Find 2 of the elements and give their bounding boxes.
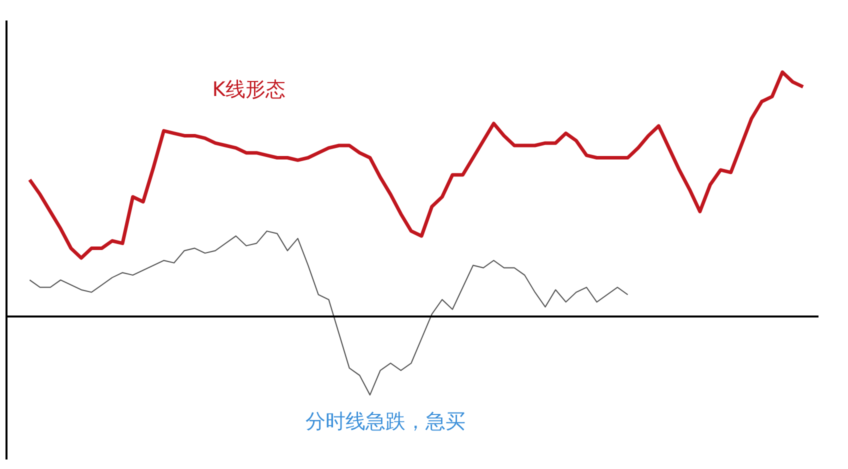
series-label: K线形态 [212,76,286,101]
series-label: 分时线急跌，急买 [305,408,466,433]
